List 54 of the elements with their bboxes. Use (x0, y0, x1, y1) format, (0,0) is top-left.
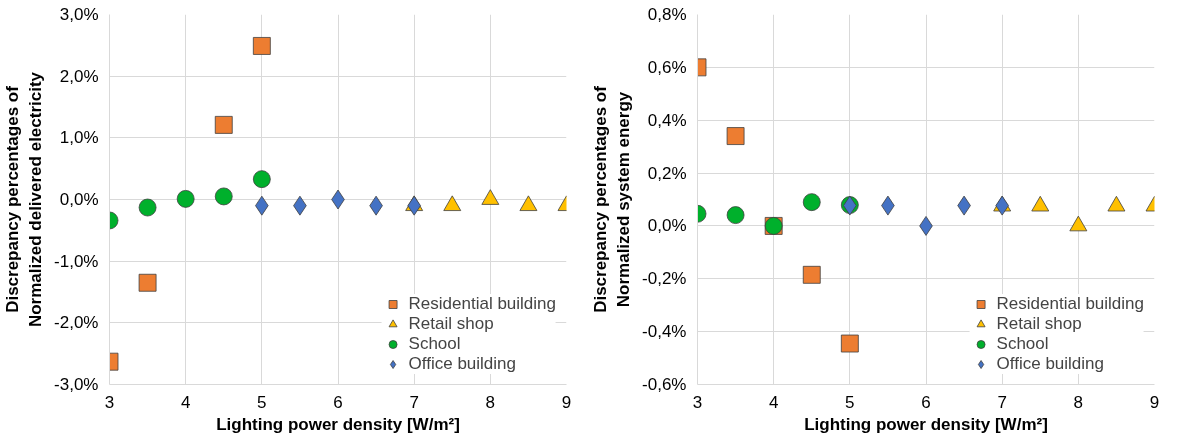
y-axis-title: Discrepancy percentages of Normalized delivered electricity (3, 71, 46, 328)
y-tick-label: -2,0% (54, 313, 99, 333)
point (176, 190, 195, 208)
legend-label: School (408, 334, 461, 354)
y-axis-title: Discrepancy percentages of Normalized system energy (591, 85, 634, 313)
y-tick-label: 0,0% (647, 216, 687, 236)
x-tick-label: 7 (997, 392, 1007, 412)
x-tick-label: 6 (921, 392, 931, 412)
point (252, 37, 271, 55)
x-tick-label: 8 (1073, 392, 1084, 412)
y-tick-label: -1,0% (54, 251, 99, 271)
point (840, 334, 859, 353)
y-tick-label: 2,0% (59, 66, 99, 86)
y-tick-label: 3,0% (59, 5, 99, 24)
point (919, 216, 933, 236)
legend-label: Retail shop (408, 314, 494, 334)
y-tick-label: 1,0% (59, 128, 99, 148)
legend-label: Office building (996, 354, 1104, 374)
y-tick-label: 0,4% (647, 110, 687, 130)
point (138, 273, 157, 292)
legend-label: Retail shop (996, 314, 1082, 334)
x-tick-label: 4 (768, 392, 779, 412)
y-tick-label: 0,0% (59, 190, 99, 209)
y-tick-label: -0,2% (642, 269, 687, 289)
x-tick-label: 3 (104, 392, 115, 412)
legend-label: Residential building (996, 294, 1144, 314)
x-tick-label: 4 (180, 392, 191, 412)
y-tick-label: 0,2% (647, 163, 687, 183)
point (802, 193, 821, 212)
y-tick-label: 0,6% (647, 57, 687, 77)
x-tick-label: 7 (409, 392, 419, 412)
point (214, 115, 233, 134)
x-axis-title: Lighting power density [W/m²] (804, 414, 1048, 434)
point (252, 170, 271, 189)
x-tick-label: 3 (692, 392, 703, 412)
point (214, 187, 233, 206)
point (726, 206, 745, 224)
legend-label: Office building (408, 354, 516, 374)
point (726, 127, 745, 145)
y-tick-label: 0,8% (647, 5, 687, 24)
point (802, 265, 821, 284)
x-tick-label: 9 (561, 392, 572, 412)
x-tick-label: 5 (257, 392, 267, 412)
y-tick-label: -0,4% (642, 322, 687, 342)
x-tick-label: 9 (1149, 392, 1160, 412)
x-tick-label: 8 (485, 392, 496, 412)
point (138, 198, 157, 217)
x-tick-label: 6 (333, 392, 343, 412)
y-tick-label: -0,6% (642, 375, 687, 394)
x-axis-title: Lighting power density [W/m²] (216, 414, 460, 434)
legend-label: Residential building (408, 294, 556, 314)
x-tick-label: 5 (845, 392, 855, 412)
y-tick-label: -3,0% (54, 375, 99, 394)
legend-label: School (996, 334, 1049, 354)
